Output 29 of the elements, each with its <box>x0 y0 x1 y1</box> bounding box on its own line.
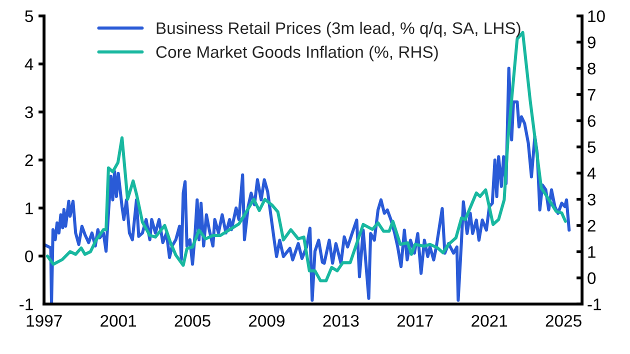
y2-tick-label: 6 <box>588 115 596 127</box>
y-tick-label: -1 <box>20 298 33 310</box>
y-tick-label: 2 <box>25 154 33 166</box>
y-tick-label: 5 <box>25 10 33 22</box>
y2-tick-label: 3 <box>588 194 596 206</box>
y2-tick-label: 0 <box>588 272 596 284</box>
y2-tick-label: 1 <box>588 246 596 258</box>
x-tick-label: 1997 <box>26 314 62 327</box>
y2-tick-label: 2 <box>588 220 596 232</box>
x-tick-label: 2025 <box>546 314 582 327</box>
y2-tick-label: 8 <box>588 62 596 75</box>
y-tick-label: 1 <box>26 202 33 214</box>
y2-tick-label: 9 <box>588 36 596 48</box>
y-tick-label: 4 <box>24 58 34 70</box>
x-tick-label: 2001 <box>100 314 136 327</box>
y2-tick-label: 10 <box>588 10 605 22</box>
y2-tick-label: -1 <box>588 298 601 310</box>
y-tick-label: 3 <box>25 106 33 118</box>
x-tick-label: 2005 <box>174 314 210 327</box>
y2-tick-label: 7 <box>588 89 596 101</box>
x-tick-label: 2009 <box>249 314 284 327</box>
y-tick-label: 0 <box>25 250 34 262</box>
legend-label: Core Market Goods Inflation (%, RHS) <box>156 46 438 62</box>
x-tick-label: 2021 <box>472 314 508 327</box>
y2-tick-label: 4 <box>587 168 596 180</box>
legend-label: Business Retail Prices (3m lead, % q/q, SA, LHS) <box>156 22 520 38</box>
x-tick-label: 2013 <box>323 314 359 327</box>
x-tick-label: 2017 <box>397 314 433 327</box>
y2-tick-label: 5 <box>588 141 596 154</box>
